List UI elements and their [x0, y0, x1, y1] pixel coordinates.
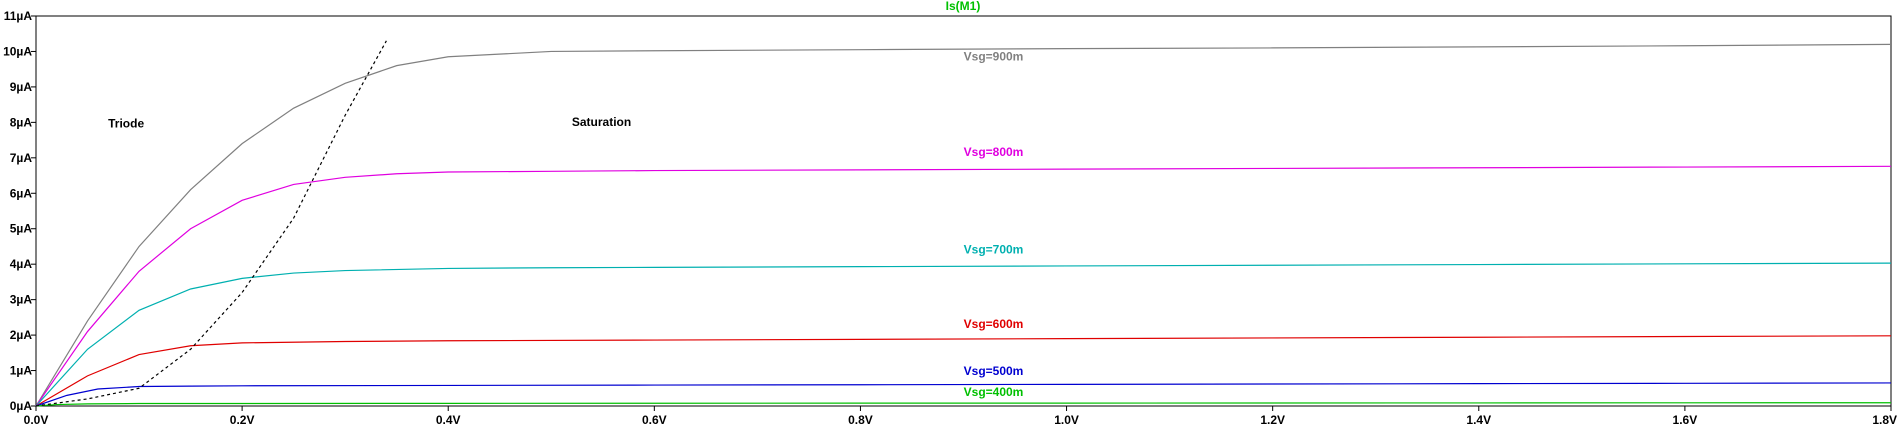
series-label: Vsg=600m [964, 317, 1024, 331]
series-label: Vsg=900m [964, 49, 1024, 63]
x-tick-label: 1.6V [1673, 413, 1698, 427]
y-tick-label: 8µA [10, 115, 33, 129]
x-tick-label: 1.0V [1054, 413, 1079, 427]
triode-saturation-boundary [36, 41, 386, 406]
plot-frame [36, 16, 1891, 406]
y-tick-label: 2µA [10, 328, 33, 342]
y-tick-label: 5µA [10, 222, 33, 236]
y-tick-label: 4µA [10, 257, 33, 271]
region-annotation: Triode [108, 117, 144, 131]
y-tick-label: 9µA [10, 80, 33, 94]
y-tick-label: 7µA [10, 151, 33, 165]
series-line [36, 44, 1891, 406]
x-tick-label: 0.8V [848, 413, 873, 427]
y-tick-label: 11µA [4, 9, 33, 23]
region-annotation: Saturation [572, 115, 631, 129]
y-tick-label: 3µA [10, 293, 33, 307]
x-tick-label: 1.8V [1872, 413, 1897, 427]
y-tick-label: 10µA [3, 44, 32, 58]
series-label: Vsg=800m [964, 145, 1024, 159]
series-label: Vsg=700m [964, 243, 1024, 257]
y-axis: 0µA 1µA 2µA 3µA 4µA 5µA 6µA 7µA 8µA 9µA 10µA 11µA [3, 9, 36, 413]
series-label: Vsg=400m [964, 385, 1024, 399]
y-tick-label: 6µA [10, 186, 33, 200]
y-tick-label: 0µA [10, 399, 33, 413]
y-tick-label: 1µA [10, 364, 33, 378]
x-axis: 0.0V 0.2V 0.4V 0.6V 0.8V 1.0V 1.2V 1.4V 1.6V 1.8V [24, 406, 1897, 427]
x-tick-label: 1.4V [1466, 413, 1491, 427]
series-layer [36, 41, 1891, 406]
x-tick-label: 0.2V [230, 413, 255, 427]
x-tick-label: 0.6V [642, 413, 667, 427]
chart-title: Is(M1) [946, 0, 981, 13]
x-tick-label: 0.0V [24, 413, 49, 427]
labels-layer: Vsg=900m Vsg=800m Vsg=700m Vsg=600m Vsg=500m… [108, 49, 1023, 399]
x-tick-label: 1.2V [1260, 413, 1285, 427]
series-label: Vsg=500m [964, 364, 1024, 378]
x-tick-label: 0.4V [436, 413, 461, 427]
